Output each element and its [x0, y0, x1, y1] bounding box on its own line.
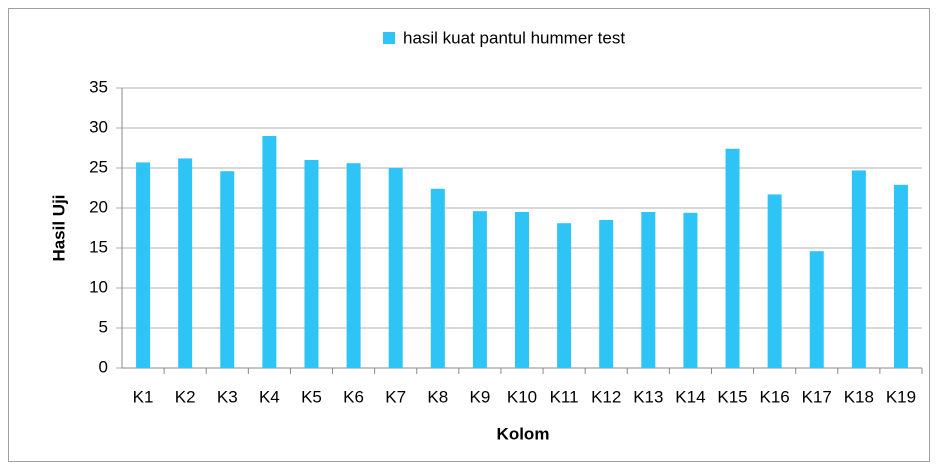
y-tick-label: 35 [89, 77, 108, 96]
bar [472, 211, 487, 368]
x-tick-label: K2 [175, 387, 196, 406]
bar [346, 163, 361, 368]
x-tick-label: K9 [469, 387, 490, 406]
x-tick-label: K19 [886, 387, 916, 406]
y-tick-label: 5 [99, 317, 108, 336]
bar [767, 194, 782, 368]
x-tick-label: K4 [259, 387, 280, 406]
bar [220, 171, 235, 368]
x-tick-label: K16 [760, 387, 790, 406]
bar [599, 220, 614, 368]
bar [136, 162, 151, 368]
x-tick-label: K11 [550, 387, 579, 406]
bar [515, 212, 529, 368]
bar [262, 136, 277, 368]
x-tick-label: K1 [133, 387, 154, 406]
x-tick-label: K8 [427, 387, 448, 406]
x-axis-title: Kolom [497, 424, 550, 443]
y-tick-label: 20 [89, 197, 108, 216]
bar [388, 168, 403, 368]
y-tick-label: 0 [99, 357, 108, 376]
x-tick-label: K10 [507, 387, 537, 406]
bar [641, 212, 656, 368]
x-tick-label: K14 [675, 387, 705, 406]
y-tick-label: 25 [89, 157, 108, 176]
bar [893, 184, 908, 368]
bar [809, 251, 824, 368]
x-tick-label: K12 [591, 387, 621, 406]
bar [683, 212, 698, 368]
bar [178, 158, 193, 368]
x-tick-label: K3 [217, 387, 238, 406]
x-tick-label: K7 [385, 387, 406, 406]
bar [725, 148, 740, 368]
bar [304, 160, 319, 368]
y-axis-title: Hasil Uji [49, 194, 68, 261]
legend-swatch [383, 32, 395, 44]
y-tick-label: 10 [89, 277, 108, 296]
y-tick-label: 15 [89, 237, 108, 256]
x-tick-label: K6 [343, 387, 364, 406]
bar [851, 170, 866, 368]
x-tick-label: K5 [301, 387, 322, 406]
x-tick-label: K18 [844, 387, 874, 406]
x-tick-label: K13 [633, 387, 663, 406]
y-tick-label: 30 [89, 117, 108, 136]
legend-label: hasil kuat pantul hummer test [403, 28, 625, 47]
x-tick-label: K17 [802, 387, 832, 406]
x-tick-label: K15 [717, 387, 747, 406]
bar [557, 223, 572, 368]
bar [430, 188, 445, 368]
